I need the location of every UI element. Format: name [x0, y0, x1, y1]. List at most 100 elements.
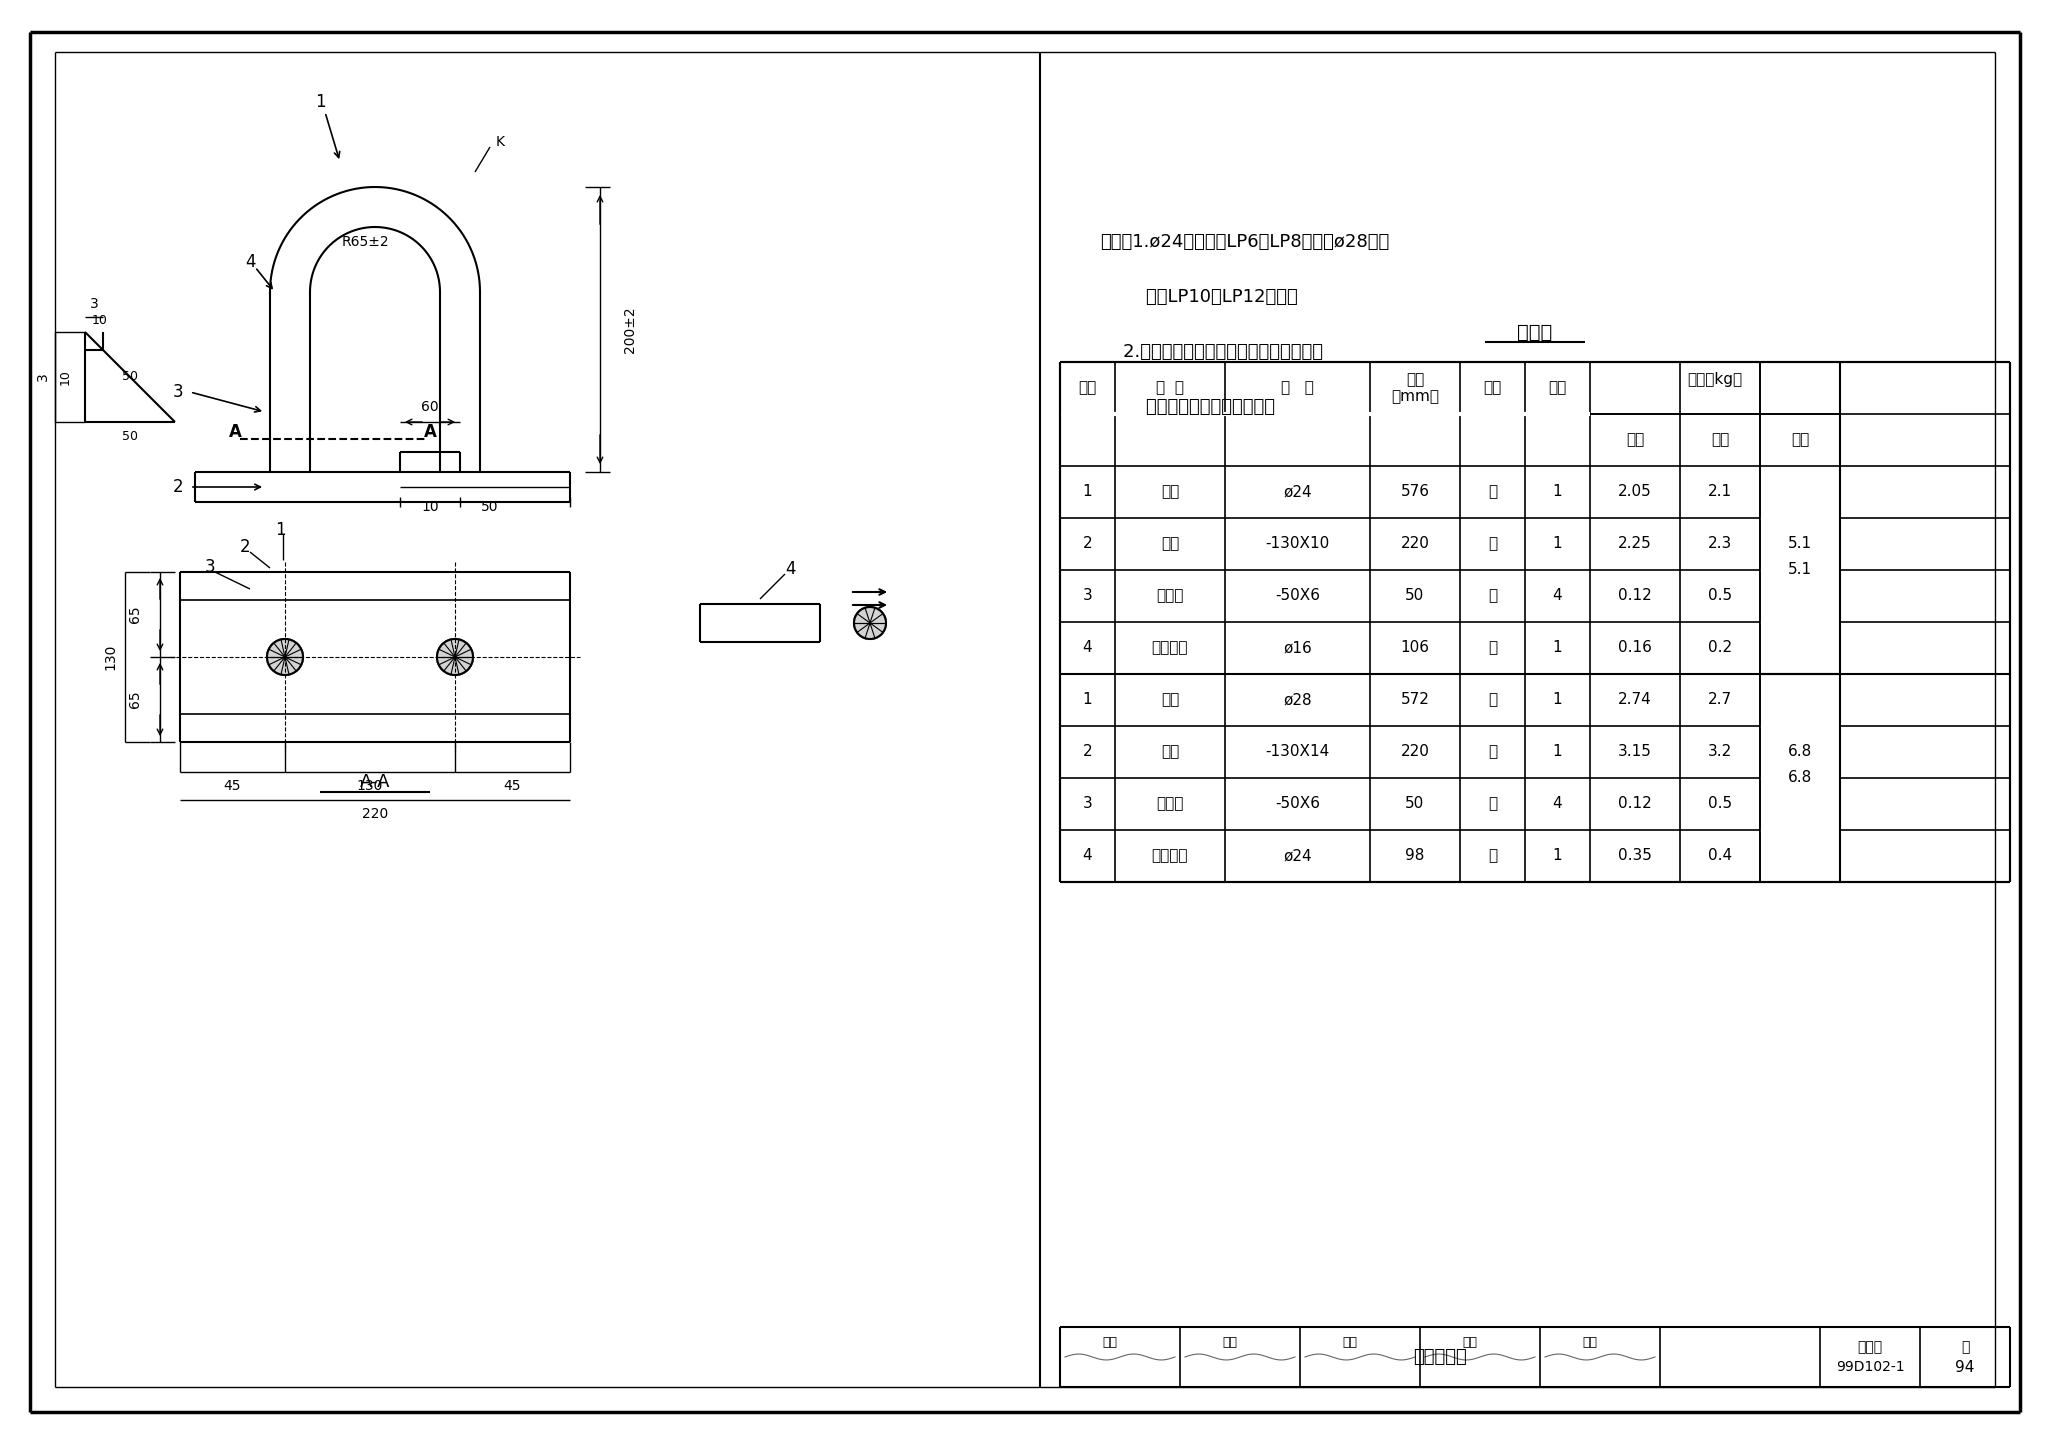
Text: 50: 50 [1405, 796, 1425, 812]
Text: A: A [229, 423, 242, 441]
Text: 0.16: 0.16 [1618, 640, 1653, 656]
Text: 0.12: 0.12 [1618, 796, 1653, 812]
Text: 0.4: 0.4 [1708, 848, 1733, 864]
Text: 小计: 小计 [1710, 433, 1729, 447]
Text: 设计: 设计 [1462, 1337, 1477, 1350]
Circle shape [436, 639, 473, 675]
Text: 0.35: 0.35 [1618, 848, 1653, 864]
Circle shape [266, 639, 303, 675]
Text: 576: 576 [1401, 485, 1430, 499]
Text: 2.74: 2.74 [1618, 692, 1653, 708]
Text: 45: 45 [223, 779, 242, 793]
Text: 220: 220 [1401, 744, 1430, 760]
Text: 4: 4 [1552, 796, 1563, 812]
Text: 106: 106 [1401, 640, 1430, 656]
Text: 规   格: 规 格 [1282, 381, 1315, 395]
Text: 一件: 一件 [1626, 433, 1645, 447]
Text: 加强短箍: 加强短箍 [1151, 640, 1188, 656]
Text: 220: 220 [1401, 536, 1430, 551]
Text: 3: 3 [37, 372, 49, 381]
Text: 根: 根 [1489, 640, 1497, 656]
Text: 2: 2 [1083, 536, 1092, 551]
Text: 5.1: 5.1 [1788, 536, 1812, 551]
Text: 45: 45 [504, 779, 522, 793]
Text: 3: 3 [172, 384, 184, 401]
Text: 1: 1 [1083, 692, 1092, 708]
Text: 名  称: 名 称 [1155, 381, 1184, 395]
Text: 根: 根 [1489, 692, 1497, 708]
Text: 3.15: 3.15 [1618, 744, 1653, 760]
Text: 4: 4 [784, 559, 795, 578]
Text: A-A: A-A [360, 773, 391, 792]
Text: -50X6: -50X6 [1276, 796, 1321, 812]
Text: 65: 65 [127, 691, 141, 708]
Text: 根: 根 [1489, 848, 1497, 864]
Text: 钢板: 钢板 [1161, 536, 1180, 551]
Text: 说明：1.ø24拉环配合LP6、LP8使用；ø28拉环: 说明：1.ø24拉环配合LP6、LP8使用；ø28拉环 [1100, 234, 1389, 251]
Text: 98: 98 [1405, 848, 1425, 864]
Text: 1: 1 [315, 92, 326, 111]
Text: 10: 10 [92, 313, 109, 326]
Text: -50X6: -50X6 [1276, 588, 1321, 604]
Text: 572: 572 [1401, 692, 1430, 708]
Text: 2.拉环在加强短箍以上要求热镀锌防腐，: 2.拉环在加强短箍以上要求热镀锌防腐， [1100, 343, 1323, 360]
Text: 拉环: 拉环 [1161, 485, 1180, 499]
Text: 质量（kg）: 质量（kg） [1688, 372, 1743, 386]
Text: 加劲板: 加劲板 [1157, 588, 1184, 604]
Text: 3: 3 [1083, 588, 1092, 604]
Text: 配合LP10、LP12使用。: 配合LP10、LP12使用。 [1100, 288, 1298, 306]
Text: 钢板: 钢板 [1161, 744, 1180, 760]
Text: 4: 4 [246, 252, 256, 271]
Text: 序号: 序号 [1079, 381, 1096, 395]
Text: 加劲板: 加劲板 [1157, 796, 1184, 812]
Text: 3: 3 [1083, 796, 1092, 812]
Text: 长度
（mm）: 长度 （mm） [1391, 372, 1440, 404]
Text: 2: 2 [172, 477, 184, 496]
Text: 2: 2 [240, 538, 250, 557]
Text: 图集号: 图集号 [1858, 1340, 1882, 1354]
Text: 合计: 合计 [1790, 433, 1808, 447]
Text: 审核: 审核 [1102, 1337, 1118, 1350]
Text: 50: 50 [1405, 588, 1425, 604]
Text: ø16: ø16 [1284, 640, 1313, 656]
Text: 2.7: 2.7 [1708, 692, 1733, 708]
Text: 0.5: 0.5 [1708, 796, 1733, 812]
Text: 4: 4 [1552, 588, 1563, 604]
Text: 130: 130 [102, 643, 117, 671]
Text: 加强短箍: 加强短箍 [1151, 848, 1188, 864]
Text: 10: 10 [422, 500, 438, 513]
Text: 其余部分要求将铁锈除净。: 其余部分要求将铁锈除净。 [1100, 398, 1276, 415]
Text: 99D102-1: 99D102-1 [1835, 1360, 1905, 1374]
Text: 1: 1 [1083, 485, 1092, 499]
Text: -130X10: -130X10 [1266, 536, 1329, 551]
Text: 1: 1 [1552, 744, 1563, 760]
Text: 3: 3 [205, 558, 215, 575]
Text: 校对: 校对 [1223, 1337, 1237, 1350]
Text: 审定: 审定 [1343, 1337, 1358, 1350]
Text: 块: 块 [1489, 588, 1497, 604]
Text: 块: 块 [1489, 796, 1497, 812]
Text: 1: 1 [1552, 848, 1563, 864]
Text: 2.25: 2.25 [1618, 536, 1653, 551]
Text: 6.8: 6.8 [1788, 770, 1812, 786]
Text: 数量: 数量 [1548, 381, 1567, 395]
Text: 拉环制造图: 拉环制造图 [1413, 1348, 1466, 1366]
Text: 10: 10 [59, 369, 72, 385]
Text: 2.3: 2.3 [1708, 536, 1733, 551]
Text: 制图: 制图 [1583, 1337, 1597, 1350]
Text: 200±2: 200±2 [623, 306, 637, 353]
Text: 50: 50 [123, 431, 137, 444]
Text: 材料表: 材料表 [1518, 323, 1552, 342]
Text: 2.1: 2.1 [1708, 485, 1733, 499]
Text: 4: 4 [1083, 640, 1092, 656]
Text: 1: 1 [1552, 692, 1563, 708]
Text: R65±2: R65±2 [342, 235, 389, 249]
Text: ø28: ø28 [1284, 692, 1313, 708]
Text: 4: 4 [1083, 848, 1092, 864]
Text: 94: 94 [1956, 1360, 1974, 1374]
Text: 5.1: 5.1 [1788, 562, 1812, 577]
Text: 50: 50 [123, 371, 137, 384]
Text: 1: 1 [274, 521, 285, 539]
Text: 1: 1 [1552, 485, 1563, 499]
Circle shape [854, 607, 887, 639]
